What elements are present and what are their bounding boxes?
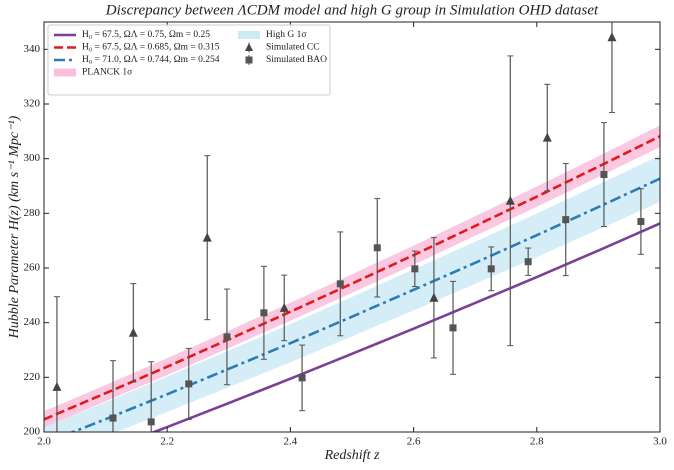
point [542, 132, 552, 142]
point [637, 218, 645, 226]
legend-swatch [245, 56, 253, 64]
point [202, 232, 212, 242]
point [147, 418, 155, 426]
legend: H₀ = 67.5, ΩΛ = 0.75, Ωm = 0.25 H₀ = 67.5… [47, 24, 331, 96]
chart-title: Discrepancy between ΛCDM model and high … [105, 2, 599, 18]
x-tick-label: 2.2 [160, 436, 174, 448]
axes: 2.0 2.2 2.4 2.6 2.8 3.0 200 220 240 260 280 300 320 3… [24, 21, 667, 448]
point [128, 327, 138, 337]
y-tick-label: 280 [24, 207, 41, 219]
x-tick-label: 2.8 [530, 436, 544, 448]
y-axis-label: Hubble Parameter H(z) (km s⁻¹ Mpc⁻¹) [7, 115, 22, 339]
point [429, 292, 439, 302]
plot-area [44, 22, 660, 432]
point [298, 374, 306, 382]
point [487, 265, 495, 273]
legend-swatch [54, 68, 76, 77]
legend-label: Simulated BAO [266, 55, 327, 65]
y-tick-label: 320 [24, 98, 41, 110]
y-tick-label: 260 [24, 262, 41, 274]
point [109, 414, 117, 422]
legend-label: PLANCK 1σ [82, 68, 132, 78]
legend-swatch [238, 31, 260, 39]
point [505, 195, 515, 205]
x-axis-label: Redshift z [324, 448, 380, 463]
y-tick-label: 200 [24, 426, 41, 438]
point [279, 302, 289, 312]
point [607, 32, 617, 42]
y-tick-label: 240 [24, 316, 41, 328]
point [260, 309, 268, 317]
legend-swatch [245, 43, 253, 51]
legend-label: H₀ = 67.5, ΩΛ = 0.75, Ωm = 0.25 [82, 30, 210, 40]
y-tick-label: 340 [24, 43, 41, 55]
point [223, 333, 231, 341]
point [52, 381, 62, 391]
legend-label: H₀ = 67.5, ΩΛ = 0.685, Ωm = 0.315 [82, 43, 220, 53]
point [373, 244, 381, 252]
legend-label: H₀ = 71.0, ΩΛ = 0.744, Ωm = 0.254 [82, 55, 220, 65]
x-tick-label: 3.0 [653, 436, 667, 448]
legend-label: High G 1σ [266, 30, 306, 40]
line [44, 135, 660, 421]
point [336, 280, 344, 288]
plot-frame [43, 21, 661, 433]
band [44, 125, 660, 428]
point [185, 380, 193, 388]
line [69, 177, 660, 432]
point [411, 265, 419, 273]
y-tick-label: 300 [24, 152, 41, 164]
line [150, 222, 660, 432]
x-tick-label: 2.4 [284, 436, 298, 448]
x-tick-label: 2.6 [407, 436, 421, 448]
point [524, 258, 532, 266]
x-tick-label: 2.0 [37, 436, 51, 448]
legend-box [47, 24, 331, 96]
legend-label: Simulated CC [266, 43, 320, 53]
band [44, 155, 660, 432]
y-tick-label: 220 [24, 371, 41, 383]
point [562, 216, 570, 224]
point [449, 324, 457, 332]
point [600, 171, 608, 179]
